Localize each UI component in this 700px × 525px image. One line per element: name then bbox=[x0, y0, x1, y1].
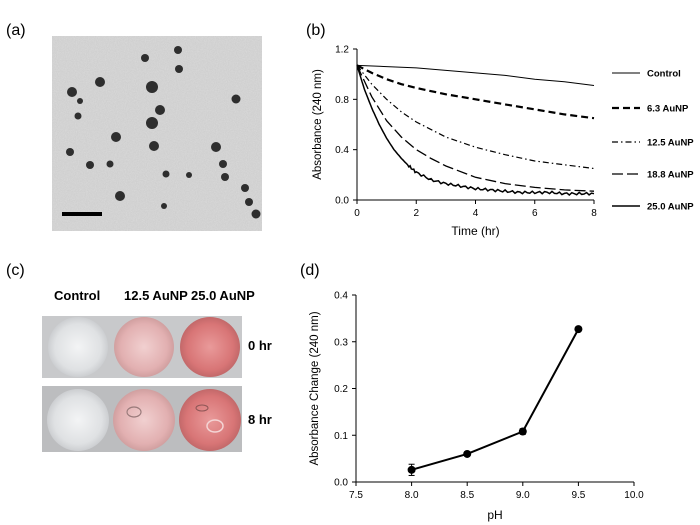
y-axis-label: Absorbance (240 nm) bbox=[312, 69, 324, 180]
wells-0hr bbox=[48, 317, 240, 377]
series-line-12-5-aunp bbox=[356, 65, 595, 170]
y-tick-label: 0.0 bbox=[334, 478, 348, 489]
x-tick-label: 8 bbox=[591, 208, 597, 219]
y-tick-label: 0.4 bbox=[335, 145, 349, 156]
panel-label-c: (c) bbox=[6, 262, 25, 279]
well-row-label-8hr: 8 hr bbox=[248, 412, 272, 427]
legend-label-control: Control bbox=[647, 69, 681, 80]
well-row-label-0hr: 0 hr bbox=[248, 338, 272, 353]
legend-label-18-8-aunp: 18.8 AuNP bbox=[647, 170, 694, 181]
x-axis-label: Time (hr) bbox=[451, 224, 499, 238]
x-tick-label: 0 bbox=[354, 208, 360, 219]
x-tick-label: 8.5 bbox=[460, 490, 474, 501]
well-col-label-12-5: 12.5 AuNP bbox=[124, 288, 188, 303]
well-25-0-8hr bbox=[179, 389, 241, 451]
well-col-label-control: Control bbox=[54, 288, 101, 303]
legend-label-6-3-aunp: 6.3 AuNP bbox=[647, 104, 689, 115]
series-line-control bbox=[356, 64, 595, 86]
well-25-0-0hr bbox=[180, 317, 240, 377]
data-point bbox=[407, 465, 416, 474]
nanoparticles bbox=[66, 46, 261, 219]
chart-b-series bbox=[356, 64, 595, 196]
y-tick-label: 0.1 bbox=[334, 431, 348, 442]
well-control-0hr bbox=[48, 317, 108, 377]
series-line-6-3-aunp bbox=[356, 64, 595, 120]
y-axis-label: Absorbance Change (240 nm) bbox=[309, 311, 321, 465]
absorbance-time-chart: 0 2 4 6 8 0.0 0.4 0.8 1.2 Time (hr) Absorbance (24… bbox=[312, 45, 694, 239]
y-tick-label: 0.2 bbox=[334, 384, 348, 395]
well-col-label-25-0: 25.0 AuNP bbox=[191, 288, 255, 303]
y-tick-label: 0.4 bbox=[334, 291, 348, 302]
y-tick-label: 0.0 bbox=[335, 196, 349, 207]
y-tick-label: 1.2 bbox=[335, 45, 349, 56]
x-tick-label: 7.5 bbox=[349, 490, 363, 501]
x-tick-label: 6 bbox=[532, 208, 538, 219]
y-tick-label: 0.3 bbox=[334, 337, 348, 348]
x-tick-label: 8.0 bbox=[405, 490, 419, 501]
x-tick-label: 2 bbox=[413, 208, 419, 219]
data-point bbox=[463, 449, 472, 458]
wells-8hr bbox=[47, 389, 241, 451]
chart-b-legend: Control 6.3 AuNP 12.5 AuNP 18.8 AuNP 25.0 Au… bbox=[612, 69, 694, 213]
chart-d-axes: 7.5 8.0 8.5 9.0 9.5 10.0 0.0 0.1 0.2 0.3 0.4 pH Abso… bbox=[309, 291, 644, 523]
well-12-5-8hr bbox=[113, 389, 175, 451]
absorbance-ph-chart: 7.5 8.0 8.5 9.0 9.5 10.0 0.0 0.1 0.2 0.3 0.4 pH Abso… bbox=[309, 291, 644, 523]
x-tick-label: 9.5 bbox=[571, 490, 585, 501]
panel-label-b: (b) bbox=[306, 22, 326, 39]
panel-label-a: (a) bbox=[6, 22, 26, 39]
well-12-5-0hr bbox=[114, 317, 174, 377]
y-tick-label: 0.8 bbox=[335, 95, 349, 106]
well-control-8hr bbox=[47, 389, 109, 451]
chart-d-series bbox=[407, 325, 583, 476]
x-tick-label: 4 bbox=[473, 208, 479, 219]
scale-bar bbox=[62, 212, 102, 216]
panel-label-d: (d) bbox=[300, 262, 320, 279]
chart-b-axes: 0 2 4 6 8 0.0 0.4 0.8 1.2 Time (hr) Absorbance (24… bbox=[312, 45, 597, 239]
data-point bbox=[518, 427, 527, 436]
data-point bbox=[574, 325, 583, 334]
x-axis-label: pH bbox=[487, 508, 502, 522]
series-line-18-8-aunp bbox=[356, 65, 595, 192]
well-plate-photo bbox=[42, 316, 242, 452]
series-line bbox=[411, 328, 580, 471]
series-line-25-0-aunp bbox=[356, 65, 595, 196]
x-tick-label: 10.0 bbox=[624, 490, 644, 501]
tem-micrograph bbox=[52, 36, 262, 231]
legend-label-12-5-aunp: 12.5 AuNP bbox=[647, 138, 694, 149]
legend-label-25-0-aunp: 25.0 AuNP bbox=[647, 202, 694, 213]
x-tick-label: 9.0 bbox=[516, 490, 530, 501]
